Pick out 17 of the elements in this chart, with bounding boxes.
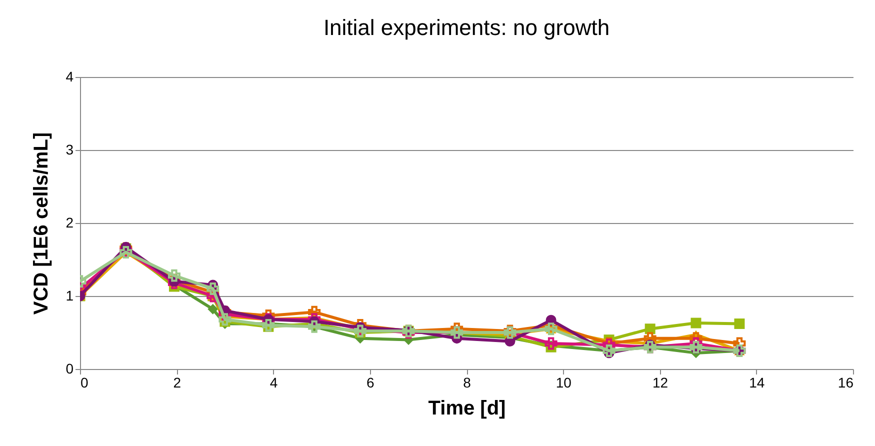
y-tick-label: 3 <box>66 142 74 158</box>
x-tick-label: 6 <box>366 374 374 390</box>
x-tick-label: 14 <box>749 374 765 390</box>
x-tick-label: 12 <box>652 374 668 390</box>
x-tick-label: 4 <box>270 374 278 390</box>
y-axis-title: VCD [1E6 cells/mL] <box>30 132 53 315</box>
x-tick-label: 8 <box>463 374 472 390</box>
x-tick-label: 16 <box>838 374 854 390</box>
x-axis-title: Time [d] <box>428 398 506 420</box>
x-tick-label: 2 <box>173 374 182 390</box>
x-tick-label: 0 <box>80 374 88 390</box>
chart-title: Initial experiments: no growth <box>323 15 610 40</box>
y-tick-label: 1 <box>66 288 74 304</box>
y-tick-label: 4 <box>66 68 74 84</box>
x-tick-label: 10 <box>556 374 572 390</box>
y-tick-label: 2 <box>66 214 74 230</box>
y-tick-label: 0 <box>66 360 74 376</box>
